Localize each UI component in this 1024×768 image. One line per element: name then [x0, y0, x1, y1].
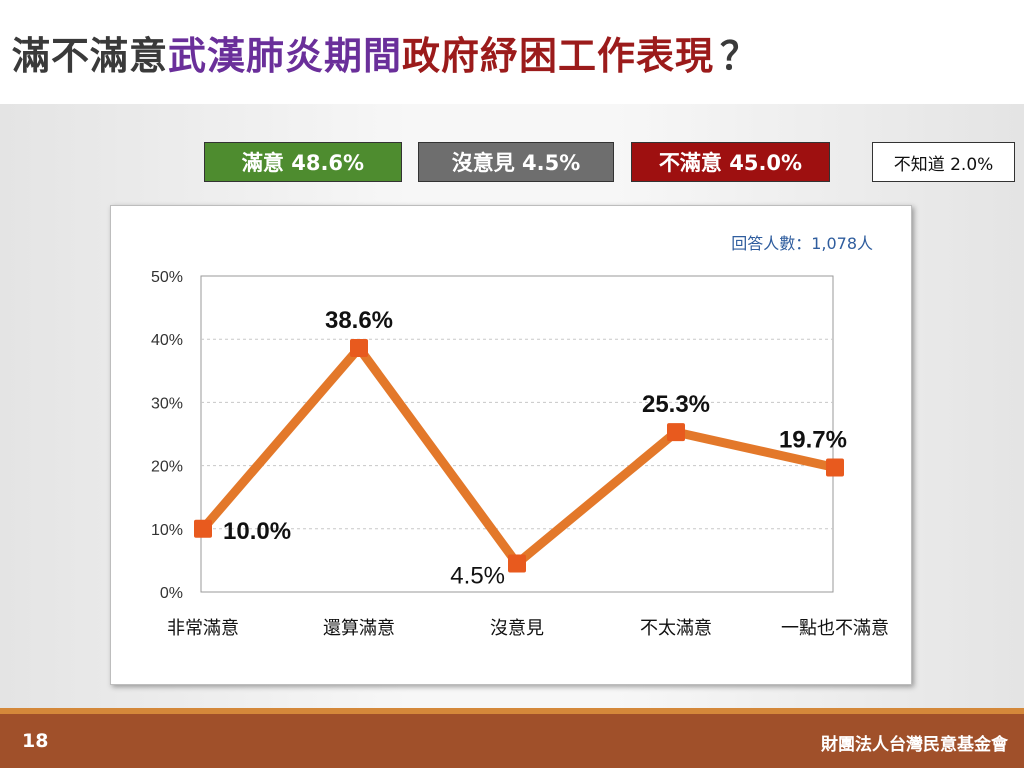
x-category-label: 一點也不滿意	[781, 618, 889, 639]
data-label: 10.0%	[223, 518, 291, 545]
x-category-label: 不太滿意	[640, 618, 712, 639]
y-tick-label: 0%	[160, 585, 183, 602]
organization-name: 財團法人台灣民意基金會	[821, 735, 1008, 755]
y-tick-label: 50%	[151, 269, 183, 286]
no-opinion-summary-badge: 沒意見 4.5%	[418, 142, 614, 182]
x-category-label: 沒意見	[490, 618, 544, 639]
y-tick-label: 10%	[151, 522, 183, 539]
data-point-marker	[350, 339, 368, 358]
data-label: 19.7%	[779, 426, 847, 453]
satisfied-summary-badge: 滿意 48.6%	[204, 142, 402, 182]
dont-know-summary-badge: 不知道 2.0%	[872, 142, 1015, 182]
series-line	[199, 343, 836, 569]
data-label: 38.6%	[325, 307, 393, 334]
title-part-1: 滿不滿意	[12, 34, 169, 78]
page-number: 18	[22, 730, 49, 752]
line-chart: 0% 10% 20% 30% 40% 50% 回答人數：1,078人 10.0% 38.6% 4.…	[151, 234, 889, 639]
y-tick-label: 30%	[151, 395, 183, 412]
data-label: 25.3%	[642, 391, 710, 418]
y-tick-label: 40%	[151, 332, 183, 349]
data-label: 4.5%	[450, 563, 505, 590]
title-part-3: 政府紓困工作表現	[402, 34, 715, 78]
footer-accent-stripe	[0, 708, 1024, 714]
footer-bar: 18 財團法人台灣民意基金會	[0, 714, 1024, 768]
title-question-mark: ？	[720, 34, 760, 78]
data-point-marker	[194, 519, 212, 538]
title-part-2: 武漢肺炎期間	[168, 34, 403, 78]
line-chart-frame: 0% 10% 20% 30% 40% 50% 回答人數：1,078人 10.0% 38.6% 4.…	[110, 205, 912, 685]
unsatisfied-summary-badge: 不滿意 45.0%	[631, 142, 830, 182]
data-point-marker	[508, 554, 526, 573]
respondents-note: 回答人數：1,078人	[731, 234, 873, 253]
x-category-label: 還算滿意	[323, 618, 395, 639]
plot-area-border	[200, 275, 834, 593]
y-tick-label: 20%	[151, 459, 183, 476]
data-point-marker	[667, 423, 685, 442]
x-category-label: 非常滿意	[167, 618, 239, 639]
data-point-marker	[826, 458, 844, 477]
page-title: 滿不滿意武漢肺炎期間政府紓困工作表現？	[12, 26, 759, 86]
